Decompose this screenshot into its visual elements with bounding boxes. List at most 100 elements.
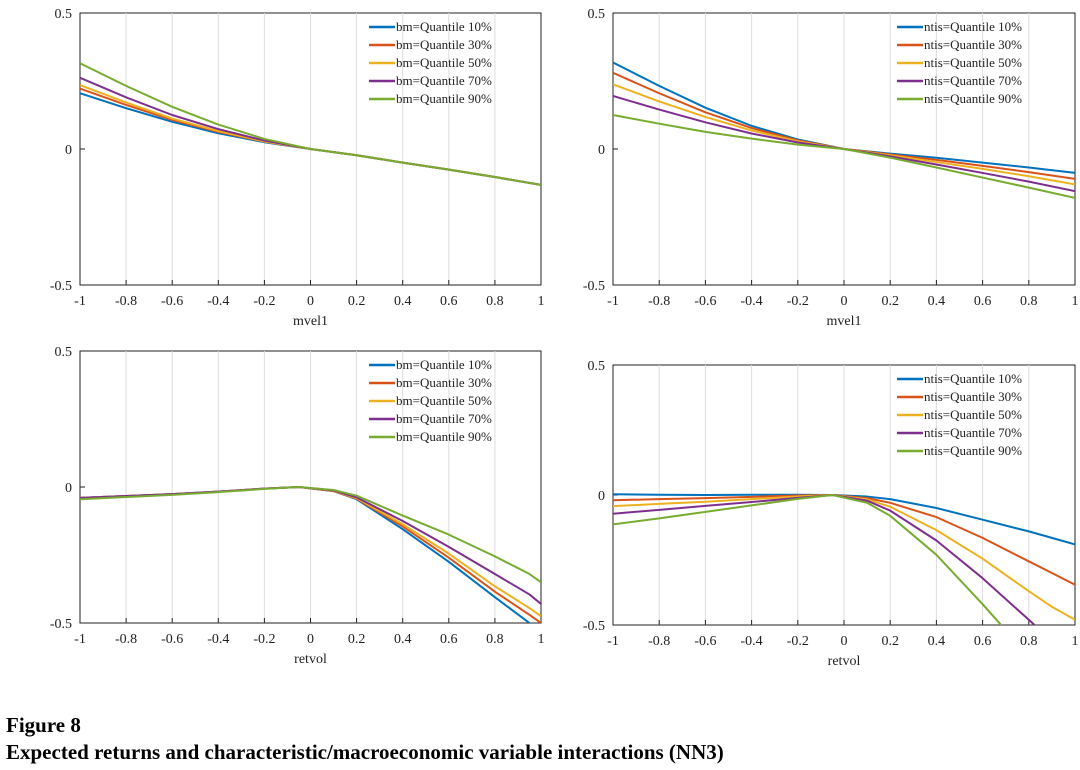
panel-2-xtick-label: 0.8 [1020,294,1038,309]
panel-3-series-line-5 [80,486,541,584]
panel-1-ytick-label: 0.5 [55,7,73,22]
panel-4-xtick-label: -0.8 [648,634,670,649]
figure-title: Expected returns and characteristic/macr… [6,740,724,764]
panel-4-xtick-label: -1 [607,634,619,649]
panel-3-ytick-label: 0 [65,481,72,496]
panel-1-xtick-label: 0.8 [486,294,504,309]
panel-4-xtick-label: -0.6 [694,634,716,649]
panel-2-xtick-label: -0.2 [787,294,809,309]
panel-3-legend-entry-3: bm=Quantile 50% [396,393,492,408]
panel-2-legend-entry-1: ntis=Quantile 10% [924,19,1022,34]
panel-2-legend-entry-2: ntis=Quantile 30% [924,37,1022,52]
panel-2-ytick-label: 0 [598,143,605,158]
panel-2-xlabel: mvel1 [827,314,862,329]
figure-label: Figure 8 [6,713,81,737]
panel-1-xtick-label: 0 [307,294,314,309]
panel-1-xtick-label: -0.4 [207,294,229,309]
panel-1-legend-entry-3: bm=Quantile 50% [396,55,492,70]
panel-1-ytick-label: 0 [65,143,72,158]
panel-2-xtick-label: -0.4 [741,294,763,309]
panel-1-xtick-label: 0.2 [348,294,366,309]
panel-2-ytick-label: 0.5 [588,7,606,22]
panel-3-xlabel: retvol [294,652,327,667]
panel-1-xtick-label: 0.4 [394,294,412,309]
panel-4-xlabel: retvol [828,654,861,669]
panel-3-ytick-label: -0.5 [50,617,72,632]
panel-3-xtick-label: -0.8 [115,632,137,647]
panel-4-legend-entry-5: ntis=Quantile 90% [924,443,1022,458]
panel-4-legend-entry-1: ntis=Quantile 10% [924,371,1022,386]
panel-1-legend-entry-4: bm=Quantile 70% [396,73,492,88]
panel-3-series-group [80,486,541,623]
panel-2-legend-entry-3: ntis=Quantile 50% [924,55,1022,70]
panel-4-legend-entry-4: ntis=Quantile 70% [924,425,1022,440]
panel-1: -1 -0.8 -0.6 -0.4 -0.2 0 0.2 0.4 0.6 0.8 1 0.5 0 -0.5… [50,7,545,329]
panel-1-xtick-label: 0.6 [440,294,458,309]
panel-2-legend-entry-4: ntis=Quantile 70% [924,73,1022,88]
panel-1-xtick-label: -1 [74,294,86,309]
panel-4-xtick-label: 0.8 [1020,634,1038,649]
panel-1-xtick-label: -0.8 [115,294,137,309]
panel-1-legend-entry-5: bm=Quantile 90% [396,91,492,106]
panel-4-xtick-label: 0.6 [974,634,992,649]
panel-1-ytick-label: -0.5 [50,279,72,294]
panel-3-legend-entry-2: bm=Quantile 30% [396,375,492,390]
figure-caption: Figure 8 Expected returns and characteri… [6,712,724,766]
panel-3-xtick-label: 0.6 [440,632,458,647]
panel-3-legend-entry-1: bm=Quantile 10% [396,357,492,372]
panel-1-xlabel: mvel1 [293,314,328,329]
panel-4-series-line-2 [613,494,1075,586]
panel-4-series-line-4 [613,494,1037,625]
panel-3-legend-entry-4: bm=Quantile 70% [396,411,492,426]
panel-1-xtick-label: -0.6 [161,294,183,309]
panel-2-ytick-label: -0.5 [583,279,605,294]
panel-4: -1 -0.8 -0.6 -0.4 -0.2 0 0.2 0.4 0.6 0.8 1 0.5 0 -0.5… [583,359,1079,669]
panel-2-series-line-5 [613,114,1075,199]
panel-2-series-group [613,61,1075,199]
panel-1-series-line-5 [80,62,541,186]
panel-2-xtick-label: -0.6 [694,294,716,309]
panel-3-ytick-label: 0.5 [55,345,73,360]
panel-4-ytick-label: 0 [598,489,605,504]
panel-3-xtick-label: -0.2 [253,632,275,647]
panel-3-legend-entry-5: bm=Quantile 90% [396,429,492,444]
panel-4-series-line-3 [613,494,1075,621]
panel-4-series-line-5 [613,494,1003,625]
figure-grid: -1 -0.8 -0.6 -0.4 -0.2 0 0.2 0.4 0.6 0.8 1 0.5 0 -0.5… [50,7,1079,669]
panel-1-legend-entry-1: bm=Quantile 10% [396,19,492,34]
panel-4-ytick-label: -0.5 [583,619,605,634]
panel-1-xtick-label: -0.2 [253,294,275,309]
panel-1-xtick-label: 1 [538,294,545,309]
panel-1-series-group [80,62,541,186]
panel-1-legend-entry-2: bm=Quantile 30% [396,37,492,52]
panel-2-legend-entry-5: ntis=Quantile 90% [924,91,1022,106]
panel-2-xtick-label: 0.6 [974,294,992,309]
panel-3-xtick-label: 0 [307,632,314,647]
panel-2-xtick-label: 0 [841,294,848,309]
panel-2-xtick-label: 0.4 [928,294,946,309]
panel-2-xtick-label: -1 [607,294,619,309]
panel-3-xtick-label: 1 [538,632,545,647]
panel-2-xtick-label: -0.8 [648,294,670,309]
panel-4-series-group [613,493,1075,625]
panel-3-xtick-label: 0.8 [486,632,504,647]
panel-3-xtick-label: -1 [74,632,86,647]
panel-3: -1 -0.8 -0.6 -0.4 -0.2 0 0.2 0.4 0.6 0.8 1 0.5 0 -0.5… [50,345,545,667]
panel-4-legend-entry-3: ntis=Quantile 50% [924,407,1022,422]
panel-4-xtick-label: 0 [841,634,848,649]
panel-4-xtick-label: 0.2 [881,634,899,649]
panel-2-xtick-label: 1 [1072,294,1079,309]
panel-4-xtick-label: 0.4 [928,634,946,649]
panel-2-xtick-label: 0.2 [881,294,899,309]
panel-3-xtick-label: 0.4 [394,632,412,647]
panel-3-xtick-label: -0.6 [161,632,183,647]
panel-4-ytick-label: 0.5 [588,359,606,374]
panel-3-xtick-label: -0.4 [207,632,229,647]
panel-2: -1 -0.8 -0.6 -0.4 -0.2 0 0.2 0.4 0.6 0.8 1 0.5 0 -0.5… [583,7,1079,329]
panel-4-series-line-1 [613,493,1075,546]
panel-4-xtick-label: 1 [1072,634,1079,649]
panel-4-xtick-label: -0.2 [787,634,809,649]
panel-4-legend-entry-2: ntis=Quantile 30% [924,389,1022,404]
panel-4-xtick-label: -0.4 [741,634,763,649]
panel-3-xtick-label: 0.2 [348,632,366,647]
